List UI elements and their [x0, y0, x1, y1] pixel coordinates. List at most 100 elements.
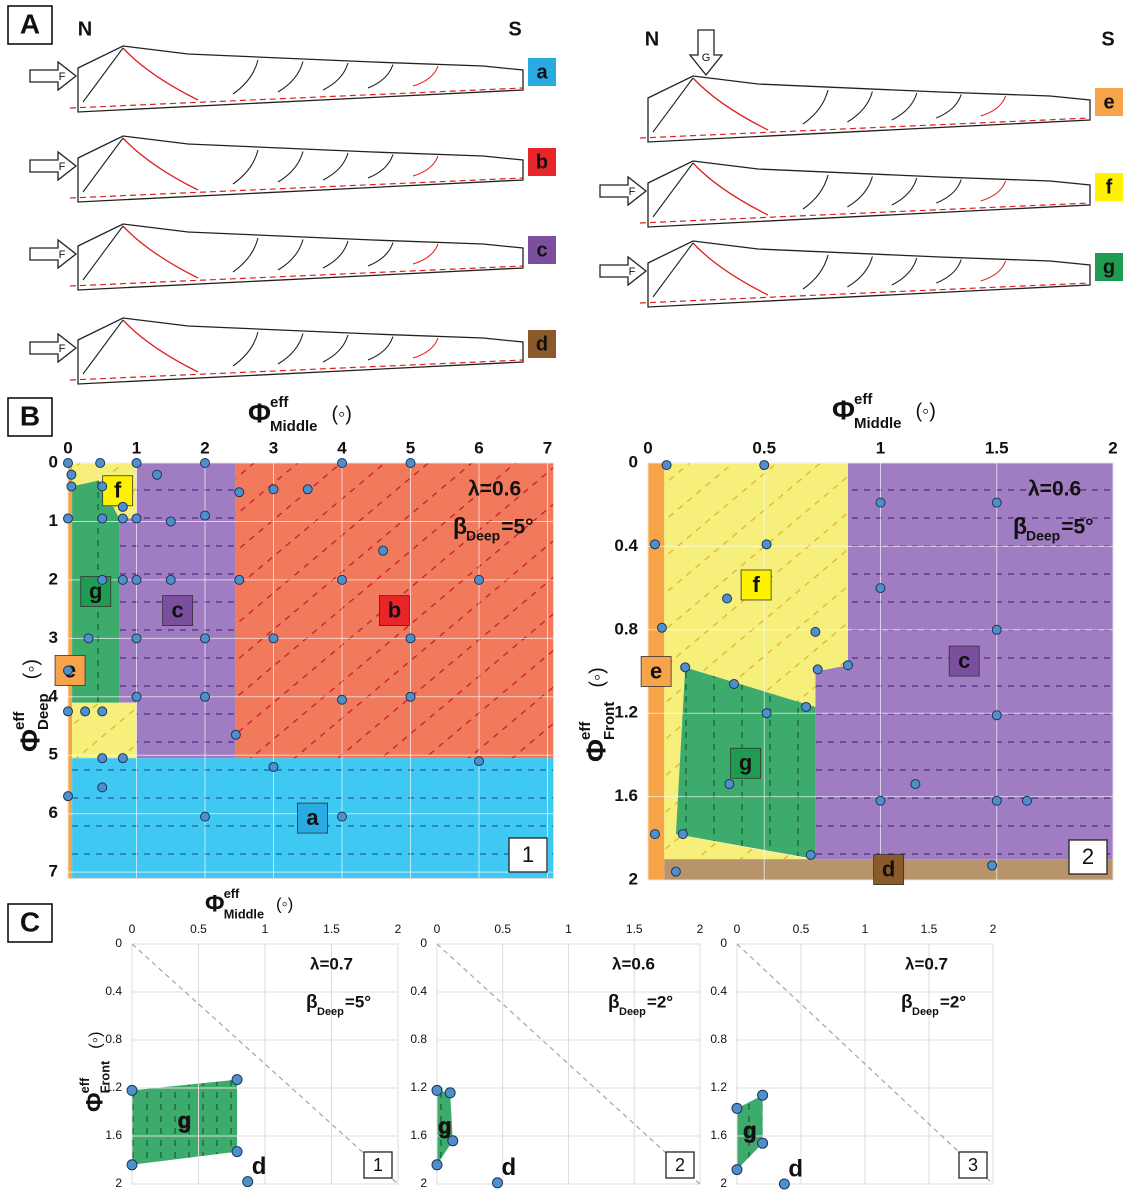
backthrust	[82, 137, 124, 193]
data-point	[63, 513, 73, 524]
x-tick-label: 0.5	[752, 438, 776, 457]
axis-unit: (◦)	[20, 659, 42, 679]
panel-number: 2	[675, 1155, 685, 1175]
sketch-letter: d	[536, 333, 548, 355]
x-tick-label: 3	[269, 438, 278, 457]
data-point	[875, 497, 886, 508]
axis-subscript: Deep	[35, 693, 52, 730]
beta-symbol: β	[901, 992, 913, 1013]
data-point	[731, 1164, 743, 1176]
data-point	[661, 460, 672, 471]
y-tick-label: 0	[720, 936, 727, 950]
letter-box	[528, 236, 556, 264]
panel-label-box	[7, 5, 53, 45]
panel-number-box	[363, 1151, 393, 1179]
x-tick-label: 0	[129, 922, 136, 936]
lambda-label: λ=0.7	[310, 954, 353, 973]
data-point	[95, 458, 106, 468]
data-point	[80, 706, 91, 717]
lambda-label: λ=0.6	[468, 478, 521, 501]
x-tick-label: 0	[434, 922, 441, 936]
data-point	[97, 574, 108, 585]
y-tick-label: 0	[629, 452, 638, 471]
data-point	[200, 811, 211, 822]
wedge-outline	[77, 45, 524, 113]
region-hatch	[737, 1095, 763, 1170]
beta-value: =2°	[940, 992, 966, 1011]
beta-subscript: Deep	[1026, 528, 1060, 544]
data-point	[131, 458, 142, 468]
x-tick-label: 6	[474, 438, 483, 457]
data-point	[405, 633, 416, 644]
data-point	[152, 469, 163, 480]
data-point	[97, 782, 108, 793]
point-label: d	[501, 1154, 516, 1181]
fault	[322, 62, 349, 91]
region-label-box	[297, 802, 328, 834]
panel-number: 1	[522, 842, 534, 867]
panel-label-box	[7, 903, 53, 943]
data-point	[729, 679, 740, 690]
data-point	[405, 691, 416, 702]
data-point	[131, 633, 142, 644]
fault	[232, 59, 259, 95]
x-tick-label: 1	[862, 922, 869, 936]
panel-label-box	[7, 397, 53, 437]
axis-superscript: eff	[577, 721, 594, 740]
data-point	[63, 458, 73, 468]
thrust	[692, 77, 769, 131]
y-tick-label: 1.2	[710, 1080, 727, 1094]
y-tick-label: 2	[115, 1176, 122, 1190]
data-point	[649, 829, 660, 840]
x-tick-label: 1	[876, 438, 885, 457]
data-point	[97, 481, 108, 492]
axis-symbol: Φ	[580, 739, 611, 762]
y-tick-label: 1.6	[710, 1128, 727, 1142]
push-label: G	[702, 52, 711, 64]
chart: 0 0.5 1 1.5 2 0 0.4 0.8 1.2 1.6 2 g d λ=0.6 β Deep=2° 2	[410, 922, 703, 1190]
region-label: f	[752, 572, 760, 597]
x-tick-label: 1.5	[626, 922, 643, 936]
letter-box	[528, 330, 556, 358]
axis-unit: (◦)	[916, 400, 936, 422]
data-point	[444, 1087, 456, 1099]
y-tick-label: 1.6	[105, 1128, 122, 1142]
fault	[367, 336, 394, 361]
data-point	[200, 510, 211, 521]
x-tick-label: 1	[132, 438, 141, 457]
y-tick-label: 6	[49, 803, 58, 822]
region-label: g	[178, 1108, 191, 1133]
beta-value: =2°	[647, 992, 673, 1011]
thrust	[122, 47, 199, 101]
axis-subscript: Middle	[854, 415, 902, 432]
fault	[802, 174, 829, 210]
push-arrow	[599, 255, 648, 287]
beta-subscript: Deep	[912, 1006, 939, 1018]
y-tick-label: 0.4	[105, 984, 122, 998]
x-tick-label: 0.5	[494, 922, 511, 936]
y-tick-label: 0.4	[410, 984, 427, 998]
data-point	[97, 753, 108, 764]
data-point	[230, 729, 241, 740]
data-point	[302, 484, 313, 495]
backthrust	[82, 47, 124, 103]
push-label: F	[59, 161, 66, 173]
panel-number: 3	[968, 1155, 978, 1175]
fault	[412, 155, 439, 177]
data-point	[131, 691, 142, 702]
axis-unit: (◦)	[276, 894, 293, 913]
data-point	[131, 513, 142, 524]
y-tick-label: 1	[49, 511, 58, 530]
x-tick-label: 2	[697, 922, 704, 936]
backthrust	[82, 225, 124, 281]
data-point	[63, 706, 73, 717]
region-label-box	[162, 595, 194, 626]
data-point	[231, 1146, 243, 1158]
region-label-box	[730, 747, 762, 779]
region-label: f	[114, 478, 122, 503]
fault	[367, 64, 394, 89]
data-point	[842, 660, 853, 671]
fault	[847, 91, 873, 123]
y-tick-label: 0.8	[614, 619, 638, 638]
